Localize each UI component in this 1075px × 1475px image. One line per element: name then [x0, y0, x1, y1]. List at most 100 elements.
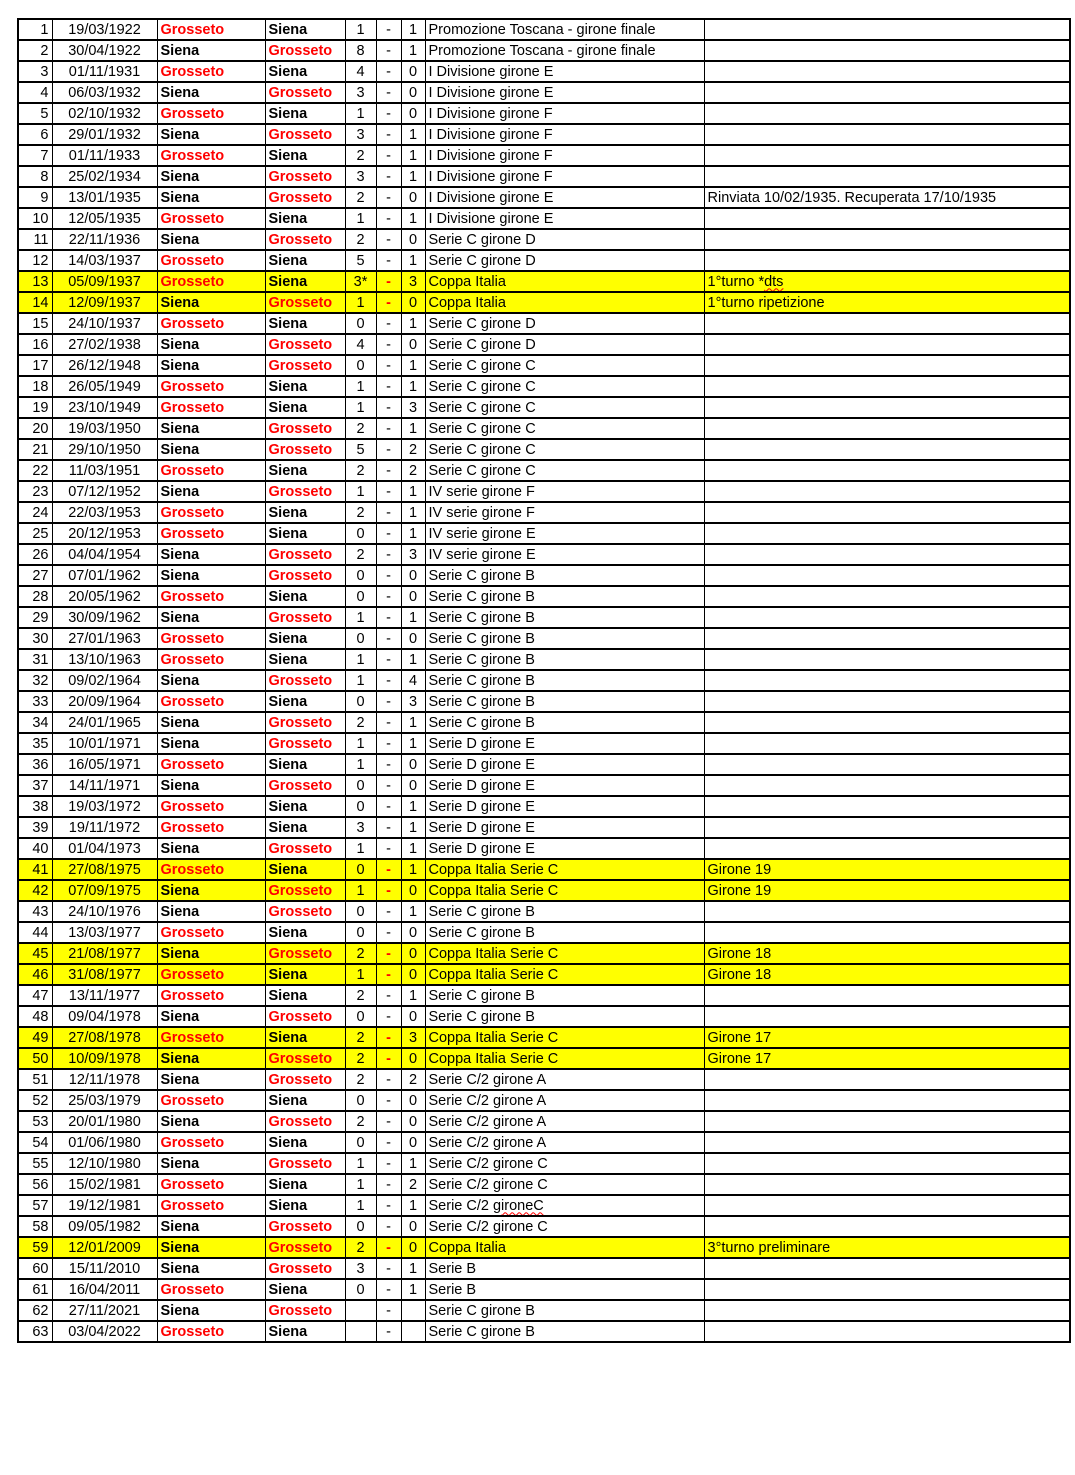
- cell-match-number: 54: [17, 1131, 53, 1154]
- match-row: 3 01/11/1931 Grosseto Siena 4 - 0 I Divi…: [17, 60, 1071, 83]
- cell-competition: IV serie girone F: [424, 480, 705, 503]
- cell-notes: [703, 123, 1071, 146]
- match-row: 49 27/08/1978 Grosseto Siena 2 - 3 Coppa…: [17, 1026, 1071, 1049]
- matches-table-body: 1 19/03/1922 Grosseto Siena 1 - 1 Promoz…: [17, 18, 1071, 1343]
- cell-home-score: 2: [344, 228, 377, 251]
- cell-home-score: 1: [344, 963, 377, 986]
- cell-competition: Serie C girone D: [424, 312, 705, 335]
- cell-score-separator: -: [375, 1110, 402, 1133]
- cell-notes: [703, 165, 1071, 188]
- cell-home-team: Siena: [156, 1005, 266, 1028]
- cell-match-number: 59: [17, 1236, 53, 1259]
- cell-away-score: 1: [400, 375, 426, 398]
- cell-date: 10/01/1971: [51, 732, 158, 755]
- cell-away-team: Siena: [264, 816, 346, 839]
- match-row: 2 30/04/1922 Siena Grosseto 8 - 1 Promoz…: [17, 39, 1071, 62]
- cell-away-team: Siena: [264, 207, 346, 230]
- match-row: 12 14/03/1937 Grosseto Siena 5 - 1 Serie…: [17, 249, 1071, 272]
- match-row: 44 13/03/1977 Grosseto Siena 0 - 0 Serie…: [17, 921, 1071, 944]
- cell-home-score: 0: [344, 585, 377, 608]
- cell-match-number: 18: [17, 375, 53, 398]
- cell-home-team: Grosseto: [156, 753, 266, 776]
- cell-away-team: Grosseto: [264, 354, 346, 377]
- cell-competition: Serie C girone B: [424, 690, 705, 713]
- cell-away-score: 1: [400, 606, 426, 629]
- match-row: 28 20/05/1962 Grosseto Siena 0 - 0 Serie…: [17, 585, 1071, 608]
- cell-away-team: Siena: [264, 858, 346, 881]
- cell-home-score: 2: [344, 1047, 377, 1070]
- cell-away-score: 0: [400, 1089, 426, 1112]
- cell-competition: Serie C/2 girone C: [424, 1173, 705, 1196]
- match-row: 15 24/10/1937 Grosseto Siena 0 - 1 Serie…: [17, 312, 1071, 335]
- match-row: 43 24/10/1976 Siena Grosseto 0 - 1 Serie…: [17, 900, 1071, 923]
- cell-match-number: 47: [17, 984, 53, 1007]
- cell-home-team: Grosseto: [156, 207, 266, 230]
- cell-competition: Coppa Italia: [424, 291, 705, 314]
- cell-away-team: Siena: [264, 60, 346, 83]
- cell-away-team: Grosseto: [264, 1110, 346, 1133]
- cell-away-team: Grosseto: [264, 228, 346, 251]
- cell-date: 12/01/2009: [51, 1236, 158, 1259]
- cell-home-score: 0: [344, 690, 377, 713]
- cell-score-separator: -: [375, 60, 402, 83]
- cell-competition: Coppa Italia Serie C: [424, 963, 705, 986]
- cell-date: 11/03/1951: [51, 459, 158, 482]
- cell-home-score: 0: [344, 354, 377, 377]
- cell-away-team: Siena: [264, 1026, 346, 1049]
- cell-date: 27/08/1975: [51, 858, 158, 881]
- cell-home-score: 0: [344, 1005, 377, 1028]
- cell-away-score: 0: [400, 585, 426, 608]
- cell-score-separator: -: [375, 837, 402, 860]
- cell-notes: [703, 396, 1071, 419]
- cell-away-score: 0: [400, 1047, 426, 1070]
- cell-date: 20/09/1964: [51, 690, 158, 713]
- cell-competition: I Divisione girone F: [424, 165, 705, 188]
- cell-away-team: Grosseto: [264, 480, 346, 503]
- match-row: 56 15/02/1981 Grosseto Siena 1 - 2 Serie…: [17, 1173, 1071, 1196]
- match-row: 63 03/04/2022 Grosseto Siena - Serie C g…: [17, 1320, 1071, 1343]
- cell-home-team: Siena: [156, 543, 266, 566]
- cell-notes: [703, 984, 1071, 1007]
- cell-home-team: Grosseto: [156, 921, 266, 944]
- cell-notes: [703, 207, 1071, 230]
- cell-score-separator: -: [375, 753, 402, 776]
- cell-home-score: 2: [344, 543, 377, 566]
- cell-home-team: Grosseto: [156, 984, 266, 1007]
- cell-away-team: Siena: [264, 144, 346, 167]
- cell-score-separator: -: [375, 879, 402, 902]
- cell-score-separator: -: [375, 1299, 402, 1322]
- match-row: 20 19/03/1950 Siena Grosseto 2 - 1 Serie…: [17, 417, 1071, 440]
- cell-competition: I Divisione girone F: [424, 123, 705, 146]
- cell-match-number: 15: [17, 312, 53, 335]
- cell-away-team: Siena: [264, 1320, 346, 1343]
- cell-away-score: 3: [400, 270, 426, 293]
- cell-match-number: 29: [17, 606, 53, 629]
- cell-match-number: 45: [17, 942, 53, 965]
- cell-score-separator: -: [375, 1320, 402, 1343]
- cell-notes: [703, 438, 1071, 461]
- cell-match-number: 61: [17, 1278, 53, 1301]
- cell-away-score: 2: [400, 1173, 426, 1196]
- cell-away-team: Grosseto: [264, 123, 346, 146]
- cell-match-number: 9: [17, 186, 53, 209]
- cell-notes: [703, 102, 1071, 125]
- cell-away-score: 2: [400, 459, 426, 482]
- cell-date: 26/05/1949: [51, 375, 158, 398]
- cell-score-separator: -: [375, 459, 402, 482]
- cell-score-separator: -: [375, 732, 402, 755]
- cell-away-score: 3: [400, 690, 426, 713]
- cell-notes: [703, 837, 1071, 860]
- cell-home-team: Siena: [156, 417, 266, 440]
- cell-away-score: 3: [400, 396, 426, 419]
- cell-date: 25/03/1979: [51, 1089, 158, 1112]
- match-row: 41 27/08/1975 Grosseto Siena 0 - 1 Coppa…: [17, 858, 1071, 881]
- cell-notes: [703, 1215, 1071, 1238]
- cell-date: 02/10/1932: [51, 102, 158, 125]
- cell-competition: Serie C girone B: [424, 564, 705, 587]
- cell-match-number: 37: [17, 774, 53, 797]
- cell-away-team: Siena: [264, 1194, 346, 1217]
- cell-competition: Serie C/2 girone A: [424, 1089, 705, 1112]
- cell-competition: I Divisione girone E: [424, 81, 705, 104]
- cell-home-score: 2: [344, 1110, 377, 1133]
- cell-home-score: 1: [344, 879, 377, 902]
